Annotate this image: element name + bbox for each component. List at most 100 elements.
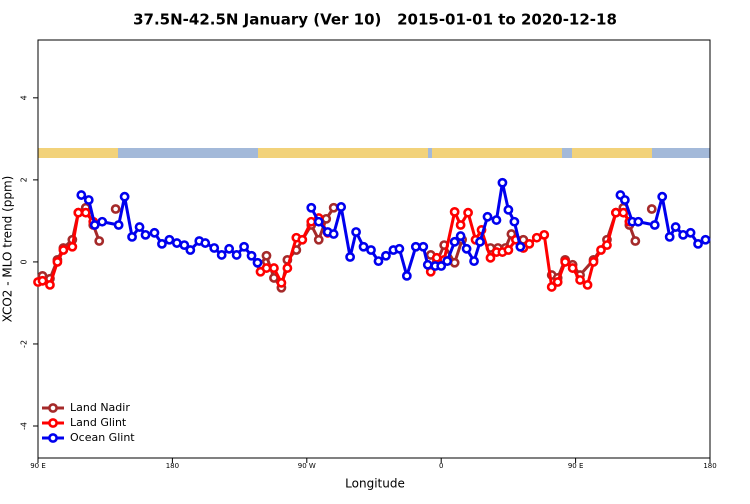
data-point (373, 256, 384, 267)
data-point (345, 252, 356, 262)
data-point (89, 220, 100, 230)
data-point (442, 256, 453, 267)
data-point (231, 250, 242, 260)
data-point (216, 250, 227, 260)
map-strip (38, 148, 710, 158)
data-point (328, 202, 339, 213)
data-point (58, 245, 69, 255)
data-point (422, 259, 433, 270)
data-point (185, 245, 196, 255)
plot-frame (37, 39, 711, 459)
data-point (127, 231, 137, 242)
data-point (649, 220, 660, 230)
data-point (252, 257, 263, 268)
data-point (633, 216, 644, 227)
data-point (491, 215, 502, 225)
data-point (497, 177, 508, 188)
data-point (224, 243, 235, 254)
data-point (670, 222, 681, 232)
data-point (171, 238, 182, 248)
data-point (455, 220, 466, 230)
data-point (463, 207, 473, 218)
data-point (67, 241, 78, 252)
chart-title: 37.5N-42.5N January (Ver 10) 2015-01-01 … (133, 11, 617, 29)
data-point (76, 190, 87, 200)
data-point (119, 191, 130, 202)
data-point (157, 238, 167, 249)
data-point (482, 211, 493, 222)
data-point (351, 227, 361, 237)
y-tick-label: 2 (20, 177, 29, 182)
data-point (503, 245, 514, 255)
data-point (582, 279, 593, 290)
data-point (200, 238, 211, 248)
data-point (455, 231, 466, 241)
data-point (313, 216, 324, 227)
series (76, 177, 711, 281)
data-point (575, 275, 585, 285)
data-point (596, 245, 606, 255)
data-point (567, 263, 578, 273)
data-point (531, 232, 542, 243)
data-point (83, 195, 94, 205)
legend-label: Land Nadir (70, 401, 130, 414)
data-point (366, 245, 376, 255)
data-point (80, 207, 91, 218)
legend-marker (48, 403, 58, 413)
data-point (149, 227, 160, 238)
data-point (45, 279, 55, 290)
data-point (657, 191, 668, 202)
data-point (140, 229, 151, 240)
data-point (381, 250, 391, 261)
x-axis-label: Longitude (345, 477, 405, 491)
data-point (94, 236, 105, 246)
data-point (282, 263, 293, 273)
data-point (306, 216, 317, 227)
land-patch (258, 148, 428, 158)
data-point (418, 241, 429, 252)
data-point (276, 277, 287, 288)
y-tick-label: 0 (20, 259, 29, 264)
data-point (401, 270, 412, 281)
data-point (461, 243, 472, 254)
data-point (524, 238, 535, 249)
land-patch (38, 148, 118, 158)
data-point (449, 257, 460, 268)
data-point (630, 236, 641, 246)
data-point (110, 204, 121, 214)
data-point (700, 234, 711, 245)
data-point (313, 234, 324, 245)
data-point (693, 238, 703, 249)
y-axis-label: XCO2 - MLO trend (ppm) (1, 176, 15, 323)
x-tick-label: 90 E (568, 462, 584, 470)
data-point (410, 241, 421, 252)
data-point (469, 256, 479, 267)
data-point (646, 204, 657, 214)
data-point (560, 257, 571, 267)
data-point (664, 231, 675, 242)
data-point (611, 207, 621, 218)
data-point (321, 213, 332, 224)
data-point (539, 229, 550, 240)
data-point (134, 222, 145, 232)
data-point (52, 257, 63, 267)
data-point (449, 236, 460, 247)
legend-label: Land Glint (70, 416, 127, 429)
data-point (297, 234, 308, 245)
data-point (503, 204, 514, 215)
data-point (546, 282, 557, 292)
data-point (509, 216, 520, 227)
data-point (449, 206, 460, 217)
data-point (261, 250, 272, 261)
y-tick-label: -2 (20, 340, 29, 348)
data-point (37, 275, 48, 286)
data-point (436, 261, 447, 271)
data-point (269, 263, 279, 273)
data-point (306, 202, 317, 213)
land-patch (432, 148, 562, 158)
y-tick-label: 4 (20, 95, 29, 100)
data-point (328, 229, 339, 239)
data-point (239, 241, 249, 252)
data-point (475, 236, 485, 247)
